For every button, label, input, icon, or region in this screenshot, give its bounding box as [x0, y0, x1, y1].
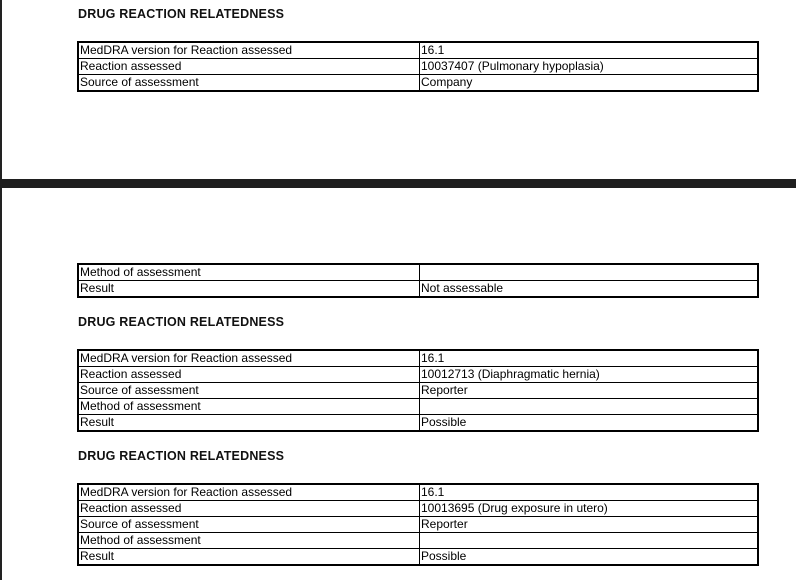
field-label: Result	[77, 280, 420, 298]
table-row: Method of assessment	[77, 398, 759, 415]
table-row: Reaction assessed 10037407 (Pulmonary hyp…	[77, 58, 759, 75]
table-row: Source of assessment Company	[77, 74, 759, 92]
field-label: Method of assessment	[77, 532, 420, 549]
table-row: Source of assessment Reporter	[77, 382, 759, 399]
field-label: MedDRA version for Reaction assessed	[77, 349, 420, 367]
table-row: Reaction assessed 10012713 (Diaphragmatic…	[77, 366, 759, 383]
field-value: 10012713 (Diaphragmatic hernia)	[419, 366, 759, 383]
table-row: Method of assessment	[77, 263, 759, 281]
field-value	[419, 532, 759, 549]
table-row: MedDRA version for Reaction assessed 16.1	[77, 483, 759, 501]
table-row: Method of assessment	[77, 532, 759, 549]
field-label: MedDRA version for Reaction assessed	[77, 41, 420, 59]
section-heading: DRUG REACTION RELATEDNESS	[78, 315, 285, 329]
field-value: Possible	[419, 414, 759, 432]
field-value: Company	[419, 74, 759, 92]
relatedness-table-continued: Method of assessment Result Not assessable	[77, 263, 759, 298]
field-label: Reaction assessed	[77, 500, 420, 517]
table-row: Result Possible	[77, 414, 759, 432]
field-label: Source of assessment	[77, 516, 420, 533]
table-row: Result Not assessable	[77, 280, 759, 298]
relatedness-table: MedDRA version for Reaction assessed 16.1…	[77, 483, 759, 566]
field-value: 16.1	[419, 483, 759, 501]
table-row: Source of assessment Reporter	[77, 516, 759, 533]
field-value	[419, 398, 759, 415]
field-value: Not assessable	[419, 280, 759, 298]
field-value: Possible	[419, 548, 759, 566]
field-value	[419, 263, 759, 281]
table-row: Result Possible	[77, 548, 759, 566]
field-value: Reporter	[419, 382, 759, 399]
field-label: Source of assessment	[77, 74, 420, 92]
relatedness-table: MedDRA version for Reaction assessed 16.1…	[77, 349, 759, 432]
field-label: Result	[77, 548, 420, 566]
section-heading: DRUG REACTION RELATEDNESS	[78, 7, 285, 21]
field-value: 16.1	[419, 41, 759, 59]
field-label: Reaction assessed	[77, 58, 420, 75]
table-row: MedDRA version for Reaction assessed 16.1	[77, 349, 759, 367]
table-row: MedDRA version for Reaction assessed 16.1	[77, 41, 759, 59]
field-label: Result	[77, 414, 420, 432]
field-value: 10013695 (Drug exposure in utero)	[419, 500, 759, 517]
field-value: 10037407 (Pulmonary hypoplasia)	[419, 58, 759, 75]
field-label: Method of assessment	[77, 398, 420, 415]
field-label: MedDRA version for Reaction assessed	[77, 483, 420, 501]
page-separator	[0, 179, 796, 188]
field-value: Reporter	[419, 516, 759, 533]
relatedness-table: MedDRA version for Reaction assessed 16.1…	[77, 41, 759, 92]
field-value: 16.1	[419, 349, 759, 367]
section-heading: DRUG REACTION RELATEDNESS	[78, 449, 285, 463]
field-label: Method of assessment	[77, 263, 420, 281]
field-label: Source of assessment	[77, 382, 420, 399]
table-row: Reaction assessed 10013695 (Drug exposure…	[77, 500, 759, 517]
field-label: Reaction assessed	[77, 366, 420, 383]
